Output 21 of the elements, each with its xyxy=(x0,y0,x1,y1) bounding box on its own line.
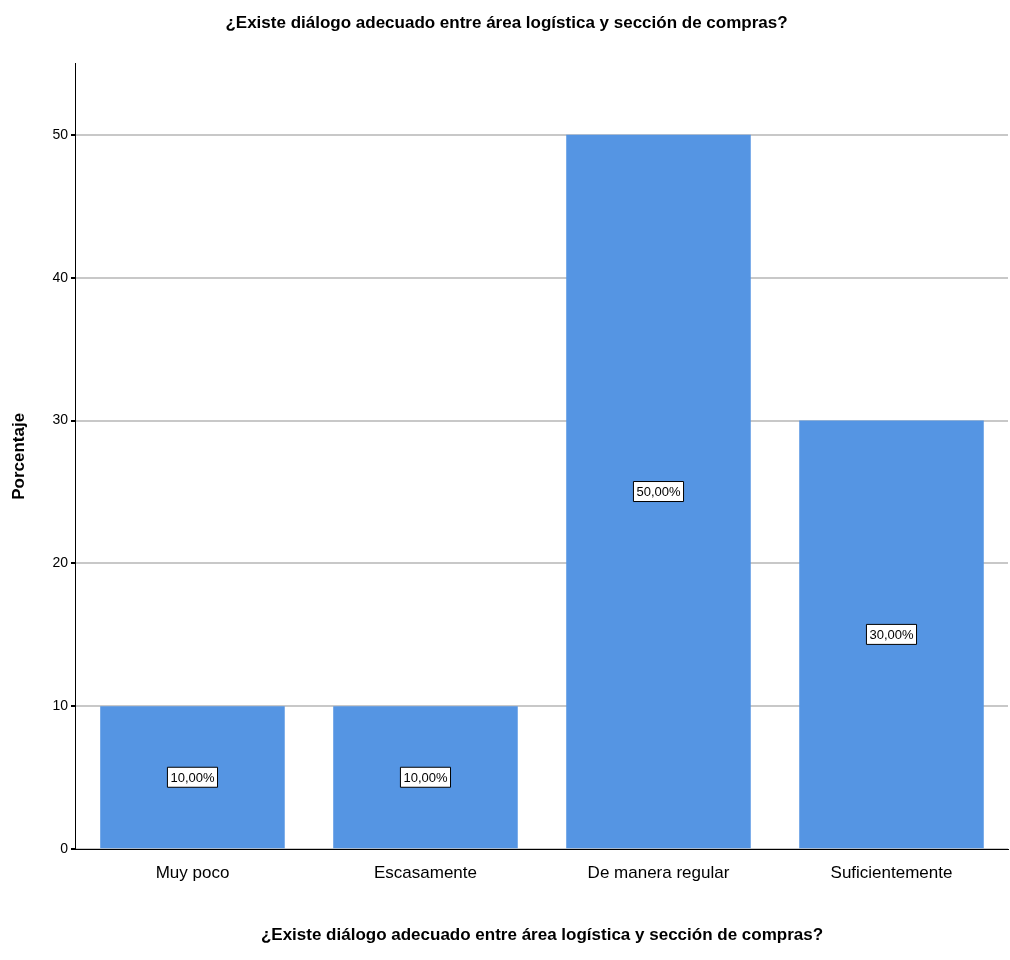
y-tick-label: 0 xyxy=(60,840,69,857)
y-tick-label: 10 xyxy=(52,697,69,714)
x-axis-title: ¿Existe diálogo adecuado entre área logística y sección de compras? xyxy=(260,925,824,945)
data-label: 50,00% xyxy=(636,484,681,500)
y-tick-label: 30 xyxy=(52,411,69,428)
y-axis-title: Porcentaje xyxy=(8,412,28,500)
data-label: 10,00% xyxy=(170,769,215,785)
x-tick-label: De manera regular xyxy=(587,863,730,883)
chart-title: ¿Existe diálogo adecuado entre área logística y sección de compras? xyxy=(225,12,788,32)
bar xyxy=(566,134,751,849)
x-tick-label: Escasamente xyxy=(373,863,477,883)
data-label: 30,00% xyxy=(869,626,914,642)
y-tick-label: 50 xyxy=(52,125,69,142)
bar xyxy=(100,706,285,849)
bar xyxy=(799,420,984,849)
x-tick-label: Suficientemente xyxy=(830,863,953,883)
x-tick-label: Muy poco xyxy=(155,863,230,883)
y-tick-label: 20 xyxy=(52,554,69,571)
bar xyxy=(333,706,518,849)
y-tick-label: 40 xyxy=(52,268,69,285)
data-label: 10,00% xyxy=(403,769,448,785)
